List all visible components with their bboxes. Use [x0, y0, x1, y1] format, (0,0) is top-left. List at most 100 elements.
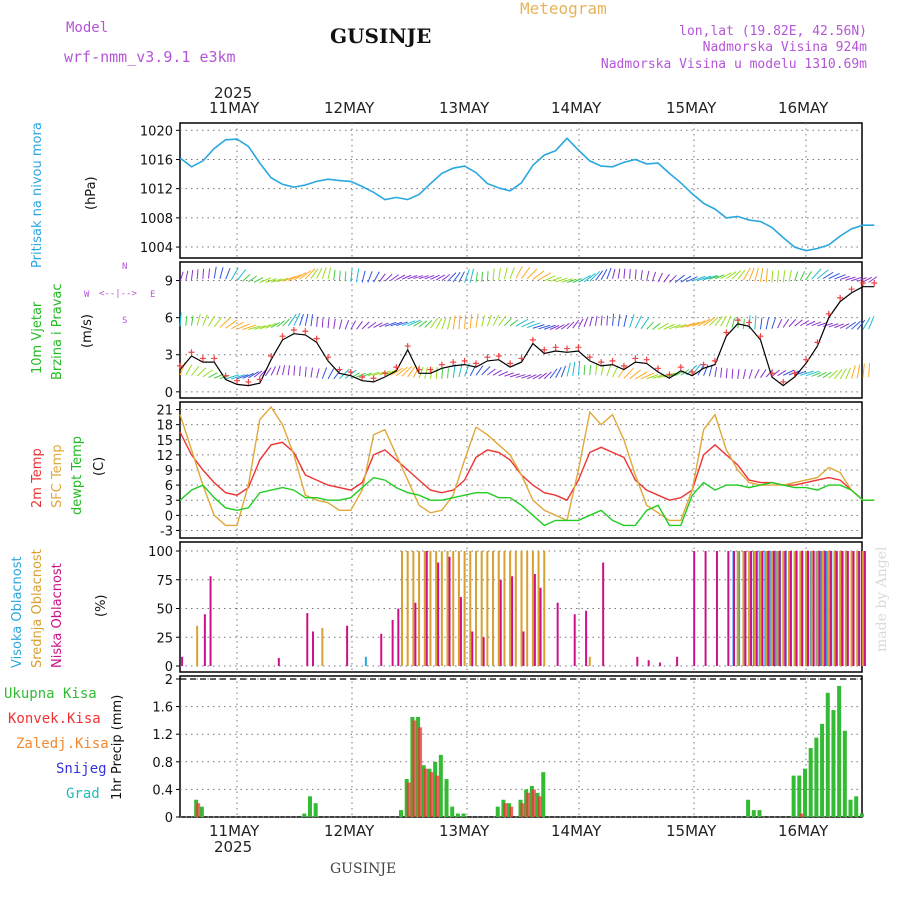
wind-gust-marker — [700, 361, 707, 368]
wind-arrow — [191, 365, 200, 376]
wind-arrow — [253, 325, 266, 330]
precip-conv-bar — [406, 782, 411, 817]
wind-arrow — [783, 369, 795, 376]
wind-arrow — [526, 374, 537, 380]
wind-ytick-label: 3 — [165, 349, 173, 364]
wind-arrow — [828, 323, 839, 328]
wind-arrow — [572, 278, 583, 283]
wind-arrow — [248, 275, 257, 283]
wind-arrow — [447, 368, 449, 379]
wind-arrow — [845, 321, 857, 330]
wind-arrow — [458, 271, 465, 283]
wind-gust-marker — [381, 370, 388, 377]
temp-ytick-label: 18 — [156, 419, 173, 434]
wind-arrow — [486, 314, 492, 327]
wind-arrow — [583, 273, 596, 283]
pressure-ytick-label: 1004 — [140, 241, 173, 256]
day-label-16may: 16MAY — [778, 99, 829, 117]
wind-gust-marker — [609, 357, 616, 364]
wind-arrow — [697, 318, 711, 327]
wind-arrow — [817, 269, 829, 280]
wind-arrow — [344, 271, 347, 282]
precip-total-bar — [461, 813, 466, 817]
pressure-line — [179, 137, 875, 252]
wind-arrow — [777, 318, 783, 329]
wind-arrow — [327, 267, 332, 280]
pressure-ytick-label: 1020 — [140, 124, 173, 139]
wind-arrow — [276, 365, 281, 376]
wind-gust-marker — [245, 378, 252, 385]
wind-arrow — [839, 275, 850, 280]
wind-arrow — [498, 267, 501, 280]
wind-arrow — [612, 313, 615, 326]
wind-arrow — [396, 366, 408, 376]
wind-gust-marker — [689, 369, 696, 376]
wind-arrow — [362, 372, 372, 377]
wind-arrow — [794, 271, 799, 282]
wind-gust-marker — [461, 357, 468, 364]
wind-arrow — [282, 365, 286, 376]
wind-gust-marker — [495, 352, 502, 359]
wind-arrow — [561, 322, 570, 330]
wind-arrow — [304, 313, 309, 326]
elevation-label: Nadmorska Visina 924m — [702, 40, 867, 55]
wind-gust-marker — [655, 365, 662, 372]
wind-arrow — [640, 270, 643, 281]
wind-arrow — [282, 275, 296, 282]
footer-station: GUSINJE — [330, 861, 397, 877]
wind-gust-markers — [177, 280, 878, 385]
wind-arrow — [532, 373, 542, 380]
wind-ytick-label: 9 — [165, 275, 173, 290]
wind-arrow — [742, 318, 745, 329]
wind-gust-marker — [734, 317, 741, 324]
day-label-14may: 14MAY — [551, 99, 602, 117]
day-label-16may: 16MAY — [778, 822, 829, 840]
wind-arrow — [851, 365, 856, 379]
temp-ytick-label: 6 — [165, 479, 173, 494]
precip-conv-bar — [423, 768, 428, 817]
wind-arrow — [469, 268, 474, 283]
wind-arrow — [321, 317, 324, 328]
wind-gust-marker — [302, 328, 309, 335]
wind-arrow — [208, 372, 218, 378]
wind-arrow — [418, 366, 424, 379]
wind-arrow — [674, 324, 687, 329]
day-label-11may: 11MAY — [209, 822, 260, 840]
wind-arrow — [731, 270, 742, 280]
wind-gust-marker — [177, 362, 184, 369]
precip-total-bar — [837, 685, 842, 817]
wind-arrow — [487, 368, 496, 376]
wind-gust-marker — [871, 280, 878, 287]
wind-gust-marker — [290, 327, 297, 333]
wind-arrow — [526, 268, 538, 280]
wind-arrow — [413, 275, 424, 280]
compass-east: E — [150, 290, 156, 300]
wind-arrow — [606, 267, 612, 280]
wind-gust-marker — [746, 319, 753, 326]
wind-arrow — [731, 368, 734, 379]
wind-arrow — [845, 276, 856, 281]
wind-arrow — [236, 374, 249, 380]
wind-arrow — [657, 322, 669, 330]
wind-arrow — [856, 319, 866, 330]
wind-gust-marker — [234, 377, 240, 384]
wind-arrow — [458, 363, 463, 378]
wind-arrow — [822, 271, 834, 279]
wind-arrow — [196, 367, 207, 377]
cloud-ytick-label: 25 — [156, 631, 173, 646]
wind-arrow — [350, 267, 353, 282]
wind-arrow — [868, 316, 875, 330]
wind-arrow — [361, 321, 370, 330]
wind-gust-marker — [313, 335, 320, 342]
wind-arrow — [259, 324, 272, 330]
wind-arrow — [208, 268, 211, 279]
pressure-ytick-label: 1016 — [140, 153, 173, 168]
wind-ytick-label: 0 — [165, 386, 173, 401]
wind-gust-marker — [268, 352, 275, 359]
wind-speed-line — [179, 286, 875, 387]
wind-arrow — [242, 274, 251, 282]
day-label-11may: 11MAY — [209, 99, 260, 117]
wind-arrow — [225, 267, 231, 280]
wind-arrow — [418, 320, 428, 328]
temp-ytick-label: -3 — [160, 524, 173, 539]
